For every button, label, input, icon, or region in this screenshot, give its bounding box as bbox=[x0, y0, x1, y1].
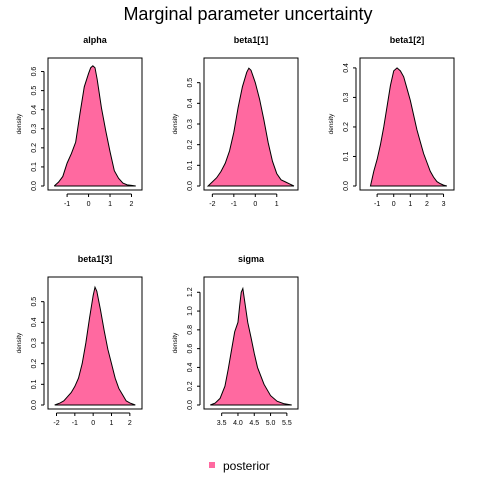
x-tick-label: 1 bbox=[275, 201, 279, 208]
plot-frame bbox=[203, 57, 299, 191]
y-tick-label: 0.2 bbox=[31, 143, 38, 153]
density-area bbox=[54, 285, 136, 406]
plot-frame bbox=[47, 276, 143, 410]
panel-title: beta1[3] bbox=[78, 254, 113, 264]
y-tick-label: 0.6 bbox=[187, 344, 194, 354]
y-tick-label: 0.6 bbox=[31, 67, 38, 77]
panel-3: beta1[3] density -2 -1 0 1 2 0.0 0.1 0.2 0.3 0.4 0.5 bbox=[16, 254, 143, 427]
x-tick-label: 2 bbox=[128, 420, 132, 427]
y-axis-label: density bbox=[16, 332, 23, 353]
y-tick-label: 0.2 bbox=[343, 122, 350, 132]
panel-title: sigma bbox=[238, 254, 265, 264]
y-tick-label: 0.3 bbox=[31, 124, 38, 134]
y-tick-label: 0.1 bbox=[31, 162, 38, 172]
y-tick-label: 0.3 bbox=[343, 92, 350, 102]
panel-title: alpha bbox=[83, 35, 108, 45]
y-tick-label: 1.0 bbox=[187, 306, 194, 316]
x-tick-label: 5.0 bbox=[266, 420, 276, 427]
y-tick-label: 0.2 bbox=[31, 359, 38, 369]
x-tick-label: 1 bbox=[408, 201, 412, 208]
y-tick-label: 0.1 bbox=[31, 379, 38, 389]
x-tick-label: -1 bbox=[374, 201, 380, 208]
y-axis-label: density bbox=[172, 113, 179, 134]
density-area bbox=[369, 67, 447, 187]
density-area bbox=[53, 65, 136, 187]
y-tick-label: 0.1 bbox=[187, 160, 194, 170]
panel-1: beta1[1] density -2 -1 0 1 0.0 0.1 0.2 0.3 0.4 0.5 bbox=[172, 35, 299, 208]
density-area bbox=[210, 286, 292, 406]
y-axis-label: density bbox=[16, 113, 23, 134]
figure-title: Marginal parameter uncertainty bbox=[123, 4, 372, 24]
y-tick-label: 0.2 bbox=[187, 140, 194, 150]
plot-frame bbox=[203, 276, 299, 410]
y-tick-label: 1.2 bbox=[187, 287, 194, 297]
legend: posterior bbox=[209, 459, 270, 473]
x-tick-label: 0 bbox=[392, 201, 396, 208]
x-tick-label: 3 bbox=[442, 201, 446, 208]
panel-0: alpha density -1 0 1 2 0.0 0.1 0.2 0.3 0.4 0.5 0.6 bbox=[16, 35, 143, 208]
y-tick-label: 0.4 bbox=[187, 362, 194, 372]
panel-title: beta1[2] bbox=[390, 35, 425, 45]
x-tick-label: 4.5 bbox=[249, 420, 259, 427]
y-tick-label: 0.1 bbox=[343, 152, 350, 162]
panel-title: beta1[1] bbox=[234, 35, 269, 45]
y-tick-label: 0.4 bbox=[31, 105, 38, 115]
y-tick-label: 0.3 bbox=[187, 119, 194, 129]
y-axis-label: density bbox=[172, 332, 179, 353]
plot-frame bbox=[47, 57, 143, 191]
x-tick-label: 4.0 bbox=[233, 420, 243, 427]
y-tick-label: 0.4 bbox=[343, 63, 350, 73]
y-axis-label: density bbox=[328, 113, 335, 134]
legend-swatch bbox=[209, 462, 215, 468]
y-tick-label: 0.2 bbox=[187, 381, 194, 391]
y-tick-label: 0.0 bbox=[187, 181, 194, 191]
y-tick-label: 0.0 bbox=[31, 181, 38, 191]
y-tick-label: 0.0 bbox=[343, 181, 350, 191]
y-tick-label: 0.4 bbox=[187, 98, 194, 108]
x-tick-label: 0 bbox=[91, 420, 95, 427]
density-area bbox=[206, 67, 295, 187]
y-tick-label: 0.0 bbox=[187, 400, 194, 410]
y-tick-label: 0.5 bbox=[31, 86, 38, 96]
x-tick-label: 1 bbox=[108, 201, 112, 208]
x-tick-label: -1 bbox=[72, 420, 78, 427]
y-tick-label: 0.5 bbox=[31, 297, 38, 307]
x-tick-label: 3.5 bbox=[217, 420, 227, 427]
x-tick-label: 0 bbox=[87, 201, 91, 208]
x-tick-label: -1 bbox=[64, 201, 70, 208]
legend-label: posterior bbox=[223, 459, 270, 473]
y-tick-label: 0.5 bbox=[187, 78, 194, 88]
x-tick-label: 5.5 bbox=[282, 420, 292, 427]
panel-4: sigma density 3.5 4.0 4.5 5.0 5.5 0.0 0.2 0.4 0.6 0… bbox=[172, 254, 299, 427]
x-tick-label: 2 bbox=[425, 201, 429, 208]
x-tick-label: -2 bbox=[53, 420, 59, 427]
x-tick-label: 2 bbox=[130, 201, 134, 208]
y-tick-label: 0.8 bbox=[187, 325, 194, 335]
x-tick-label: 1 bbox=[110, 420, 114, 427]
x-tick-label: 0 bbox=[253, 201, 257, 208]
plot-frame bbox=[359, 57, 455, 191]
panel-2: beta1[2] density -1 0 1 2 3 0.0 0.1 0.2 0.3 0.4 bbox=[328, 35, 455, 208]
x-tick-label: -2 bbox=[209, 201, 215, 208]
y-tick-label: 0.4 bbox=[31, 317, 38, 327]
y-tick-label: 0.0 bbox=[31, 400, 38, 410]
y-tick-label: 0.3 bbox=[31, 338, 38, 348]
x-tick-label: -1 bbox=[231, 201, 237, 208]
